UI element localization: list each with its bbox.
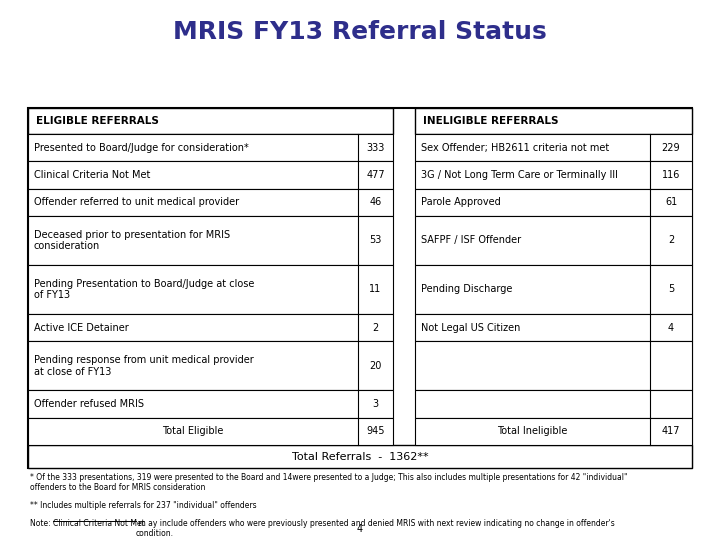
Bar — [415, 161, 692, 188]
Text: Total Ineligible: Total Ineligible — [498, 427, 567, 436]
Text: 3G / Not Long Term Care or Terminally Ill: 3G / Not Long Term Care or Terminally Il… — [421, 170, 618, 180]
Text: Pending Discharge: Pending Discharge — [421, 285, 513, 294]
Bar — [415, 390, 692, 418]
Text: 4: 4 — [668, 323, 674, 333]
Text: Parole Approved: Parole Approved — [421, 197, 500, 207]
Bar — [28, 390, 393, 418]
Text: Sex Offender; HB2611 criteria not met: Sex Offender; HB2611 criteria not met — [421, 143, 609, 153]
Bar — [28, 161, 393, 188]
Bar — [415, 265, 692, 314]
Bar — [415, 216, 692, 265]
Text: SAFPF / ISF Offender: SAFPF / ISF Offender — [421, 235, 521, 245]
Text: Pending Presentation to Board/Judge at close
of FY13: Pending Presentation to Board/Judge at c… — [34, 279, 254, 300]
Bar — [28, 108, 692, 468]
Text: 116: 116 — [662, 170, 680, 180]
Text: 333: 333 — [366, 143, 384, 153]
Bar — [28, 341, 393, 390]
Text: Total Referrals  -  1362**: Total Referrals - 1362** — [292, 451, 428, 462]
Text: INELIGIBLE REFERRALS: INELIGIBLE REFERRALS — [423, 116, 559, 126]
Bar — [28, 265, 393, 314]
Text: 945: 945 — [366, 427, 384, 436]
Bar — [28, 216, 393, 265]
Bar — [415, 418, 692, 445]
Text: m ay include offenders who were previously presented and denied MRIS with next r: m ay include offenders who were previous… — [135, 519, 614, 538]
Text: Not Legal US Citizen: Not Legal US Citizen — [421, 323, 521, 333]
Text: Deceased prior to presentation for MRIS
consideration: Deceased prior to presentation for MRIS … — [34, 230, 230, 251]
Bar — [415, 108, 692, 134]
Text: 61: 61 — [665, 197, 677, 207]
Text: 3: 3 — [372, 399, 379, 409]
Text: 53: 53 — [369, 235, 382, 245]
Bar — [415, 314, 692, 341]
Bar — [28, 314, 393, 341]
Text: 2: 2 — [668, 235, 674, 245]
Text: Pending response from unit medical provider
at close of FY13: Pending response from unit medical provi… — [34, 355, 253, 377]
Bar — [415, 341, 692, 390]
Text: Clinical Criteria Not Met: Clinical Criteria Not Met — [53, 519, 145, 528]
Text: Active ICE Detainer: Active ICE Detainer — [34, 323, 129, 333]
Text: 46: 46 — [369, 197, 382, 207]
Bar — [28, 188, 393, 216]
Text: Presented to Board/Judge for consideration*: Presented to Board/Judge for considerati… — [34, 143, 248, 153]
Text: 2: 2 — [372, 323, 379, 333]
Bar — [415, 188, 692, 216]
Text: 4: 4 — [357, 524, 363, 534]
Text: 477: 477 — [366, 170, 384, 180]
Bar — [28, 134, 393, 161]
Text: Offender referred to unit medical provider: Offender referred to unit medical provid… — [34, 197, 239, 207]
Bar — [28, 445, 692, 468]
Text: Note:: Note: — [30, 519, 55, 528]
Text: ** Includes multiple referrals for 237 "individual" offenders: ** Includes multiple referrals for 237 "… — [30, 501, 256, 510]
Text: 417: 417 — [662, 427, 680, 436]
Text: Clinical Criteria Not Met: Clinical Criteria Not Met — [34, 170, 150, 180]
Bar — [28, 108, 393, 134]
Bar — [415, 134, 692, 161]
Text: Total Eligible: Total Eligible — [162, 427, 224, 436]
Text: 20: 20 — [369, 361, 382, 371]
Text: 229: 229 — [662, 143, 680, 153]
Text: 11: 11 — [369, 285, 382, 294]
Text: 5: 5 — [668, 285, 674, 294]
Text: * Of the 333 presentations, 319 were presented to the Board and 14were presented: * Of the 333 presentations, 319 were pre… — [30, 473, 628, 492]
Text: ELIGIBLE REFERRALS: ELIGIBLE REFERRALS — [36, 116, 159, 126]
Text: Offender refused MRIS: Offender refused MRIS — [34, 399, 144, 409]
Bar — [28, 418, 393, 445]
Text: MRIS FY13 Referral Status: MRIS FY13 Referral Status — [173, 20, 547, 44]
